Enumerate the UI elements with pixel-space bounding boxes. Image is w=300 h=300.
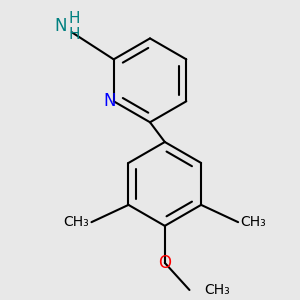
Text: CH₃: CH₃ bbox=[204, 283, 230, 297]
Text: CH₃: CH₃ bbox=[241, 215, 266, 229]
Text: H: H bbox=[68, 27, 80, 42]
Text: O: O bbox=[158, 254, 171, 272]
Text: N: N bbox=[55, 17, 67, 35]
Text: H: H bbox=[68, 11, 80, 26]
Text: CH₃: CH₃ bbox=[63, 215, 89, 229]
Text: N: N bbox=[103, 92, 116, 110]
